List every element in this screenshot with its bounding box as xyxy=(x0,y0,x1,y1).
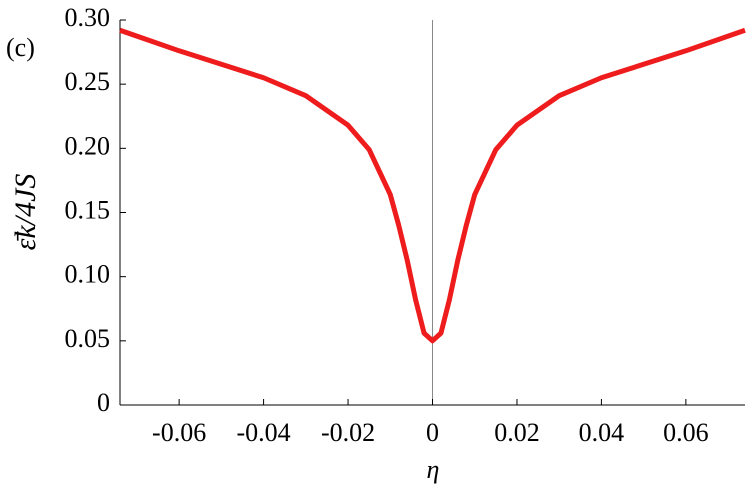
x-tick-label: 0.02 xyxy=(494,418,540,447)
y-tick-label: 0.05 xyxy=(65,324,111,353)
x-axis-label: η xyxy=(427,455,440,484)
y-axis-label: ε̄k/4JS xyxy=(9,174,42,251)
x-tick-label: 0.06 xyxy=(663,418,709,447)
y-tick-label: 0.10 xyxy=(65,260,111,289)
x-tick-label: 0 xyxy=(426,418,439,447)
y-tick-label: 0.15 xyxy=(65,195,111,224)
y-tick-label: 0.20 xyxy=(65,131,111,160)
x-tick-label: -0.02 xyxy=(321,418,375,447)
x-tick-label: -0.06 xyxy=(152,418,206,447)
y-tick-label: 0.30 xyxy=(65,3,111,32)
y-tick-label: 0 xyxy=(97,388,110,417)
y-tick-label: 0.25 xyxy=(65,67,111,96)
x-tick-label: 0.04 xyxy=(579,418,625,447)
panel-label: (c) xyxy=(6,33,35,62)
data-line xyxy=(119,27,746,344)
x-tick-label: -0.04 xyxy=(236,418,290,447)
